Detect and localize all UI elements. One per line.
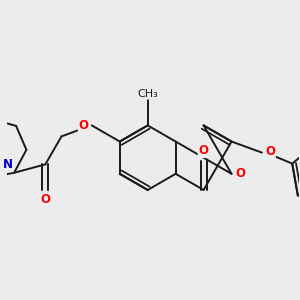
Text: O: O bbox=[199, 144, 208, 157]
Text: O: O bbox=[79, 119, 89, 132]
Text: O: O bbox=[236, 167, 245, 180]
Text: CH₃: CH₃ bbox=[137, 89, 158, 99]
Text: O: O bbox=[40, 193, 50, 206]
Text: O: O bbox=[265, 145, 275, 158]
Text: N: N bbox=[3, 158, 13, 171]
